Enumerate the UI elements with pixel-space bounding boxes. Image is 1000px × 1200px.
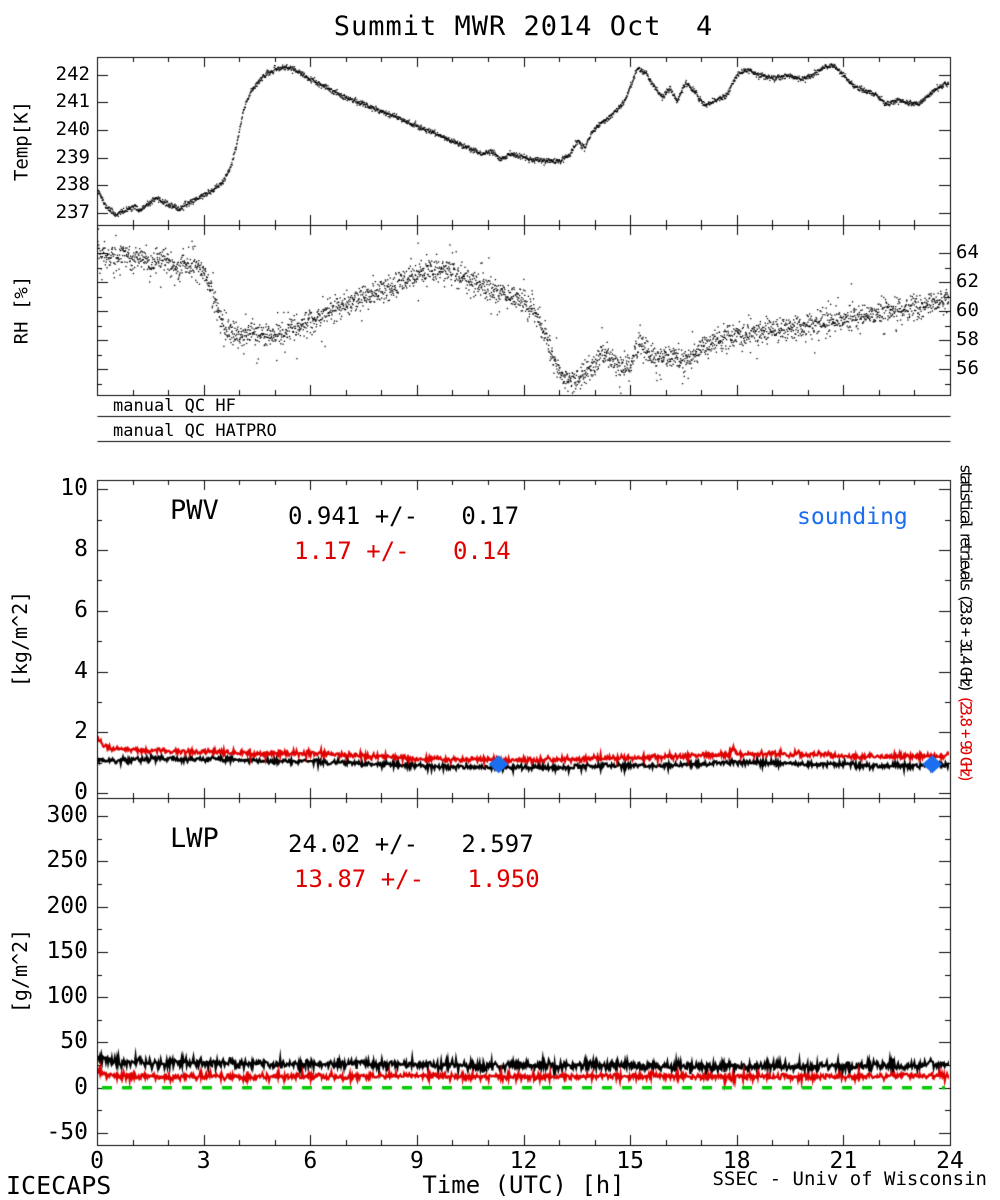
lwp-tick-label: 150 (46, 937, 88, 964)
lwp-stat-hf: 24.02 +/- 2.597 (288, 830, 534, 858)
pwv-tick-label: 4 (74, 657, 88, 684)
rh-tick-label: 64 (956, 240, 979, 263)
pwv-tick-label: 8 (74, 535, 88, 562)
lwp-stat-hatpro: 13.87 +/- 1.950 (294, 865, 540, 893)
lwp-tick-label: 0 (74, 1073, 88, 1100)
pwv-tick-label: 0 (74, 779, 88, 806)
pwv-stat-hatpro: 1.17 +/- 0.14 (294, 537, 511, 565)
x-tick-label: 6 (303, 1148, 318, 1174)
lwp-tick-label: 250 (46, 847, 88, 874)
temp-tick-label: 237 (55, 200, 90, 223)
lwp-tick-label: 300 (46, 802, 88, 829)
project-name-label: ICECAPS (6, 1171, 112, 1200)
x-tick-label: 24 (936, 1148, 964, 1174)
x-tick-label: 9 (409, 1148, 424, 1174)
lwp-tick-label: -50 (46, 1119, 88, 1146)
temp-tick-label: 240 (55, 117, 90, 140)
pwv-tick-label: 10 (60, 475, 88, 502)
x-tick-label: 18 (722, 1148, 751, 1174)
x-tick-label: 12 (509, 1148, 538, 1174)
pwv-stat-hf: 0.941 +/- 0.17 (288, 502, 520, 530)
temp-tick-label: 241 (55, 90, 90, 113)
x-axis-label: Time (UTC) [h] (422, 1171, 625, 1199)
sounding-legend-label: sounding (797, 504, 908, 530)
qc-strip-label-hf: manual QC HF (113, 396, 236, 416)
right-legend-statistical: statistical retrievals (23.8 + 31.4 GHz) (956, 464, 976, 695)
rh-tick-label: 56 (956, 357, 979, 380)
pwv-tick-label: 2 (74, 718, 88, 745)
lwp-tick-label: 200 (46, 892, 88, 919)
temp-axis-label: Temp[K] (10, 100, 33, 182)
lwp-tick-label: 100 (46, 983, 88, 1010)
x-tick-label: 0 (90, 1148, 104, 1174)
right-legend-hatpro-channels: (23.8 + 90 GHz) (956, 694, 976, 780)
lwp-panel-title: LWP (170, 823, 219, 854)
chart-title: Summit MWR 2014 Oct 4 (333, 11, 714, 42)
temp-tick-label: 238 (55, 173, 90, 196)
pwv-tick-label: 6 (74, 596, 88, 623)
institution-label: SSEC - Univ of Wisconsin (712, 1168, 987, 1190)
rh-tick-label: 58 (956, 328, 979, 351)
x-tick-label: 15 (616, 1148, 644, 1174)
temp-tick-label: 239 (55, 145, 90, 168)
pwv-panel-title: PWV (170, 495, 219, 526)
x-tick-label: 3 (196, 1148, 211, 1174)
lwp-tick-label: 50 (60, 1028, 88, 1055)
qc-strip-label-hatpro: manual QC HATPRO (113, 421, 277, 441)
rh-tick-label: 60 (956, 299, 979, 321)
right-retrieval-legend: statistical retrievals (23.8 + 31.4 GHz)… (956, 464, 976, 780)
x-tick-label: 21 (829, 1148, 858, 1174)
rh-tick-label: 62 (956, 270, 979, 292)
temp-tick-label: 242 (55, 62, 90, 85)
rh-axis-label: RH [%] (10, 275, 33, 345)
